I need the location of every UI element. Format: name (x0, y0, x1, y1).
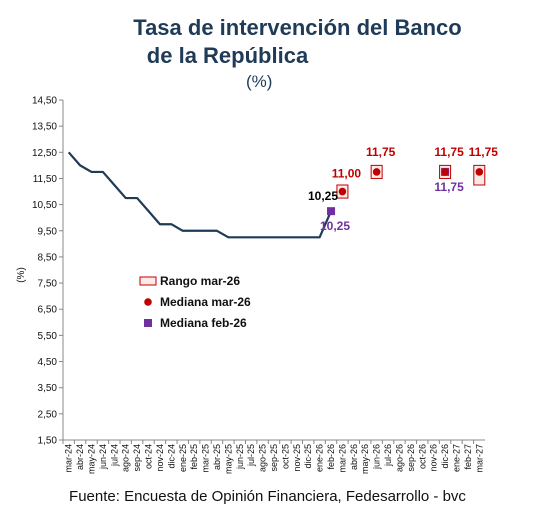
x-tick-label: ene-26 (315, 444, 325, 472)
x-tick-label: sep-26 (406, 444, 416, 472)
chart-title-line1: Tasa de intervención del Banco (133, 15, 462, 40)
x-tick-label: jun-24 (98, 444, 108, 470)
y-tick-label: 11,50 (33, 174, 58, 185)
x-tick-label: abr-24 (75, 444, 85, 470)
y-tick-label: 3,50 (38, 383, 58, 394)
y-tick-label: 9,50 (38, 226, 58, 237)
x-tick-label: mar-26 (337, 444, 347, 473)
x-tick-label: ene-25 (178, 444, 188, 472)
y-tick-label: 5,50 (38, 331, 58, 342)
median-mar-label: 11,75 (434, 145, 464, 159)
median-mar-label: 11,00 (332, 167, 362, 181)
x-tick-label: may-26 (360, 444, 370, 474)
x-tick-label: jul-24 (109, 444, 119, 467)
median-mar-marker (338, 187, 347, 196)
legend-median-feb-label: Mediana feb-26 (160, 316, 247, 330)
x-tick-label: oct-24 (144, 444, 154, 469)
y-tick-label: 6,50 (38, 305, 58, 316)
x-tick-label: oct-26 (417, 444, 427, 469)
source-note: Fuente: Encuesta de Opinión Financiera, … (69, 488, 466, 505)
x-tick-label: feb-27 (463, 444, 473, 470)
x-tick-label: jun-26 (372, 444, 382, 470)
median-mar-marker (475, 168, 484, 176)
x-tick-label: ago-25 (258, 444, 268, 472)
legend-median-mar-label: Mediana mar-26 (160, 295, 251, 309)
chart-title-line2: de la República (146, 43, 309, 68)
y-tick-label: 1,50 (38, 436, 58, 447)
x-tick-label: nov-26 (429, 444, 439, 472)
x-tick-label: sep-25 (269, 444, 279, 472)
chart-unit-label: (%) (246, 72, 273, 91)
x-tick-label: mar-27 (474, 444, 484, 473)
x-tick-label: abr-26 (349, 444, 359, 470)
x-tick-label: feb-25 (189, 444, 199, 470)
x-tick-label: mar-25 (201, 444, 211, 473)
y-tick-label: 2,50 (38, 409, 58, 420)
legend-range-swatch (139, 276, 157, 286)
x-tick-label: oct-25 (280, 444, 290, 469)
median-feb-label: 10,25 (320, 219, 350, 233)
legend-range-label: Rango mar-26 (160, 274, 240, 288)
x-tick-label: abr-25 (212, 444, 222, 470)
y-tick-label: 13,50 (32, 122, 57, 133)
y-tick-label: 7,50 (38, 279, 58, 290)
x-tick-label: dic-25 (303, 444, 313, 469)
x-tick-label: jul-25 (246, 444, 256, 467)
policy-rate-line (67, 151, 333, 239)
x-tick-label: sep-24 (132, 444, 142, 472)
median-mar-label: 11,75 (366, 145, 396, 159)
x-tick-label: nov-24 (155, 444, 165, 472)
y-tick-label: 14,50 (32, 96, 57, 107)
x-tick-label: ago-26 (394, 444, 404, 472)
median-mar-marker (441, 168, 449, 176)
median-mar-marker (372, 168, 381, 176)
legend-median-feb-swatch (144, 319, 152, 327)
x-tick-label: ago-24 (121, 444, 131, 472)
x-tick-label: may-25 (223, 444, 233, 474)
x-tick-label: jul-26 (383, 444, 393, 467)
y-tick-label: 8,50 (38, 252, 58, 263)
x-tick-label: dic-24 (166, 444, 176, 469)
median-feb-marker (327, 207, 336, 216)
x-tick-label: feb-26 (326, 444, 336, 470)
legend-median-mar-swatch (144, 298, 152, 306)
y-tick-label: 10,50 (32, 200, 57, 211)
median-feb-label: 11,75 (434, 180, 464, 194)
x-tick-label: may-24 (87, 444, 97, 474)
x-tick-label: jun-25 (235, 444, 245, 470)
median-mar-label: 11,75 (469, 145, 499, 159)
x-tick-label: dic-26 (440, 444, 450, 469)
line-end-label: 10,25 (308, 189, 338, 203)
y-axis-label: (%) (16, 267, 27, 283)
x-tick-label: mar-24 (64, 444, 74, 473)
y-tick-label: 4,50 (38, 357, 58, 368)
y-tick-label: 12,50 (32, 148, 57, 159)
x-tick-label: nov-25 (292, 444, 302, 472)
x-tick-label: ene-27 (451, 444, 461, 472)
